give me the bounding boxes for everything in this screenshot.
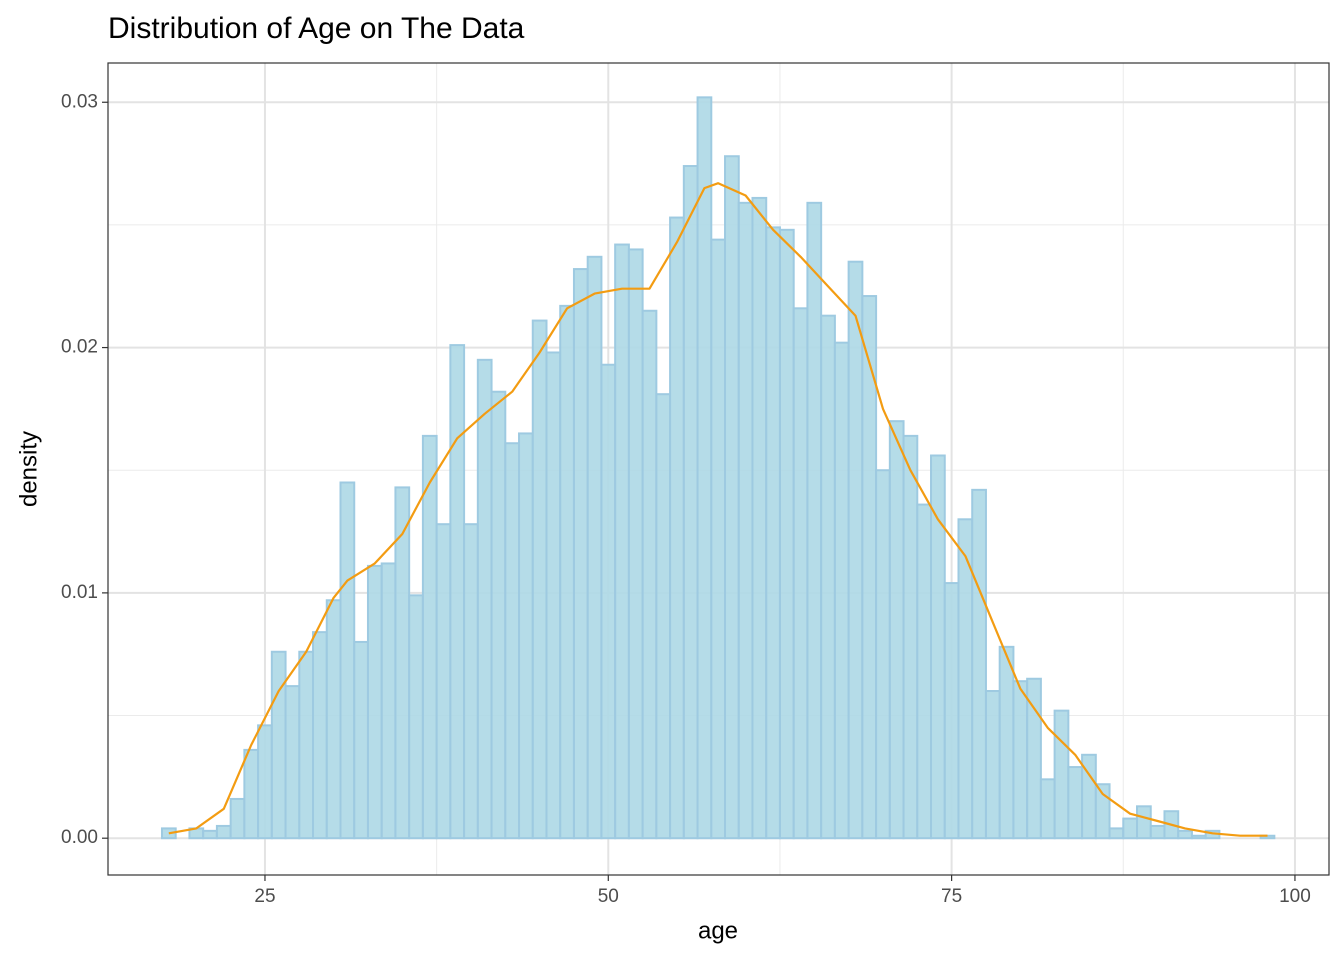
x-tick-label: 75 bbox=[941, 886, 962, 907]
bar bbox=[710, 238, 727, 840]
bar bbox=[243, 748, 260, 840]
bar bbox=[531, 319, 548, 840]
chart-title: Distribution of Age on The Data bbox=[108, 12, 525, 45]
bar bbox=[971, 488, 987, 840]
bar bbox=[600, 363, 617, 840]
bar bbox=[1053, 709, 1070, 840]
bar bbox=[202, 829, 218, 840]
bar bbox=[1190, 834, 1207, 840]
bar bbox=[669, 216, 685, 840]
y-tick-label: 0.02 bbox=[61, 337, 98, 358]
bar bbox=[682, 165, 699, 840]
y-tick-label: 0.00 bbox=[61, 827, 98, 848]
plot-border bbox=[107, 62, 1330, 876]
bar bbox=[518, 432, 534, 840]
y-tick-label: 0.03 bbox=[61, 91, 98, 112]
bar bbox=[421, 434, 438, 840]
bar bbox=[1108, 827, 1125, 840]
bar bbox=[353, 640, 369, 840]
bar bbox=[476, 358, 493, 840]
x-axis-title: age bbox=[698, 917, 738, 944]
bar bbox=[655, 393, 672, 840]
bar bbox=[463, 523, 479, 840]
bar bbox=[806, 201, 823, 840]
bar bbox=[449, 344, 466, 840]
bar bbox=[724, 155, 740, 840]
x-tick-label: 50 bbox=[598, 886, 619, 907]
bar bbox=[586, 255, 603, 840]
bar bbox=[751, 196, 768, 840]
x-tick-label: 25 bbox=[254, 886, 275, 907]
bar bbox=[875, 469, 891, 840]
bar bbox=[312, 631, 328, 840]
bar bbox=[888, 420, 905, 840]
bar bbox=[847, 260, 864, 840]
bar bbox=[1177, 829, 1193, 840]
bar bbox=[572, 268, 589, 840]
bar bbox=[1026, 677, 1042, 840]
bar bbox=[490, 390, 507, 840]
bar bbox=[339, 481, 356, 840]
bar bbox=[792, 307, 809, 840]
bar bbox=[1149, 824, 1166, 840]
bar bbox=[627, 248, 644, 840]
bar bbox=[984, 690, 1001, 840]
bar bbox=[284, 685, 301, 840]
bar bbox=[298, 650, 315, 840]
bar bbox=[380, 562, 397, 840]
bar bbox=[614, 243, 630, 840]
bar bbox=[998, 645, 1015, 840]
bar bbox=[696, 96, 713, 840]
bar bbox=[765, 226, 781, 840]
bar bbox=[545, 351, 562, 840]
y-tick-label: 0.01 bbox=[61, 582, 98, 603]
bar bbox=[1012, 680, 1029, 840]
x-tick-label: 100 bbox=[1279, 886, 1311, 907]
bar bbox=[215, 824, 232, 840]
bar bbox=[1136, 805, 1152, 840]
bar bbox=[366, 564, 383, 840]
bar bbox=[229, 797, 246, 840]
bar bbox=[737, 201, 754, 840]
y-axis-title: density bbox=[15, 431, 42, 507]
bar bbox=[641, 309, 658, 840]
bar bbox=[833, 341, 850, 840]
bar bbox=[270, 650, 287, 840]
bar bbox=[257, 724, 273, 840]
bar bbox=[902, 434, 919, 840]
bar bbox=[408, 594, 424, 840]
bar bbox=[943, 582, 960, 840]
bar bbox=[1039, 778, 1056, 840]
density-line bbox=[168, 182, 1268, 837]
bar bbox=[1122, 817, 1139, 840]
bar bbox=[325, 599, 342, 840]
bar bbox=[435, 523, 452, 840]
bar bbox=[1067, 766, 1084, 840]
bar bbox=[778, 228, 795, 840]
bar bbox=[559, 304, 575, 840]
bar bbox=[504, 442, 521, 840]
bar bbox=[820, 314, 836, 840]
bar bbox=[916, 503, 933, 840]
